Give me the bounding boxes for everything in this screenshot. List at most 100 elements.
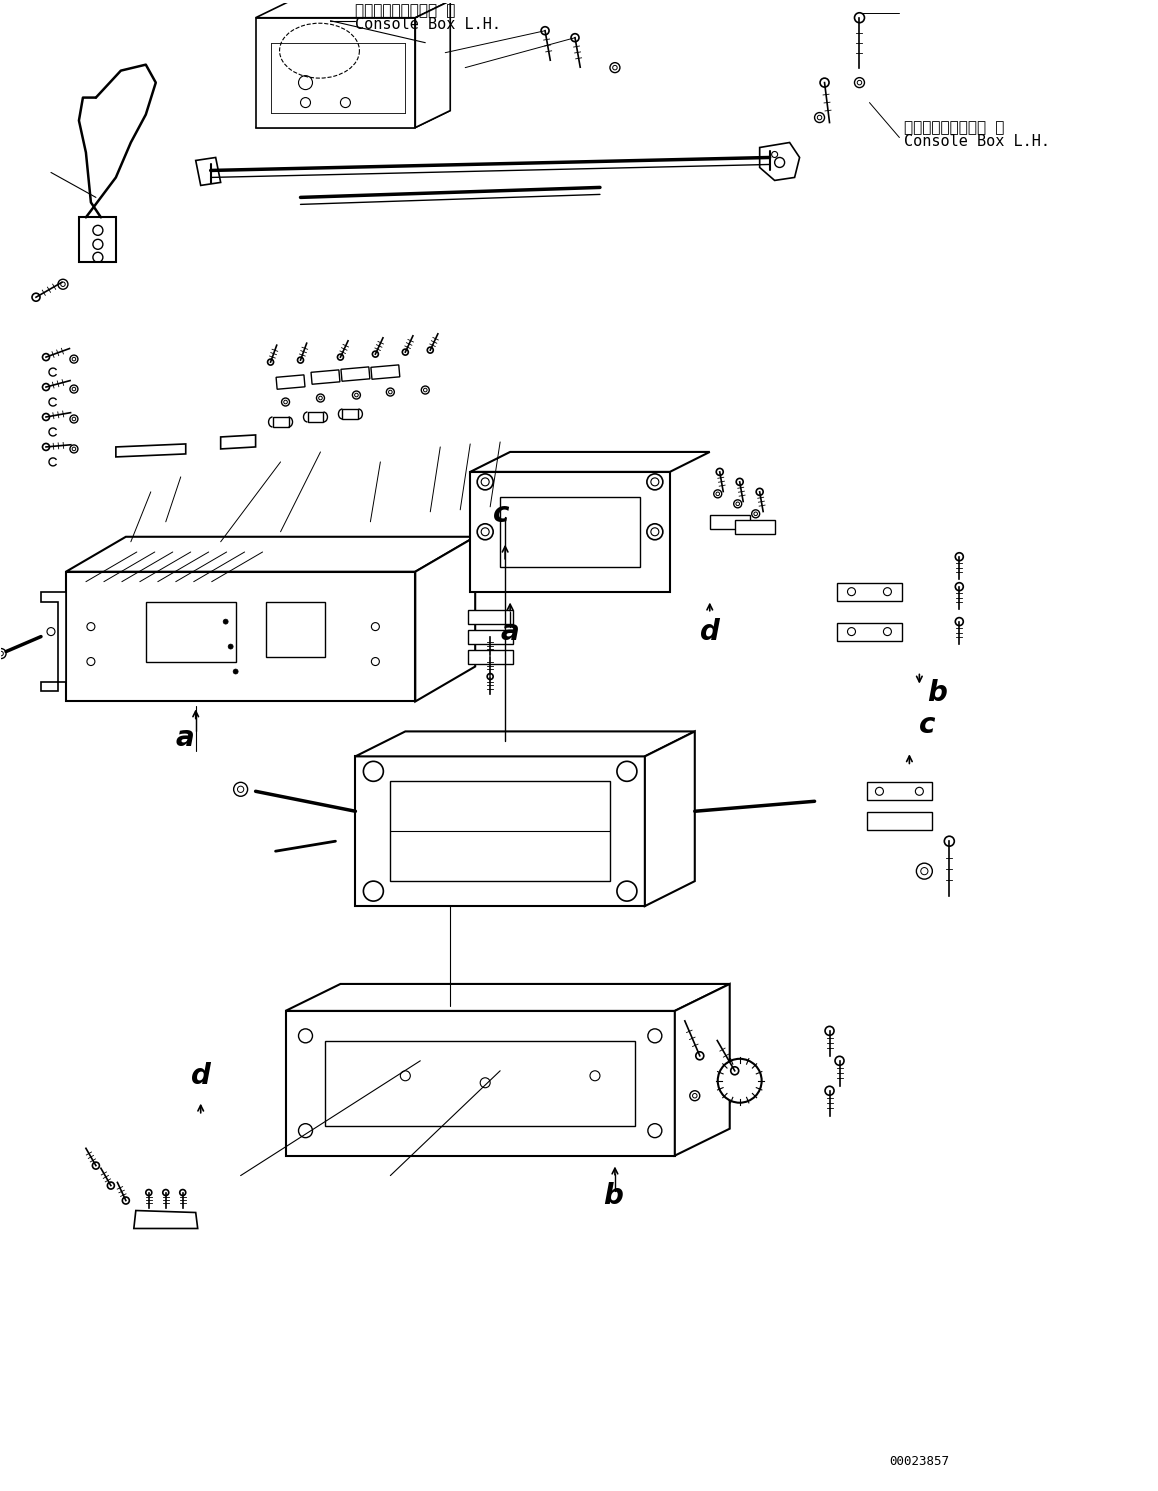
Circle shape	[488, 634, 493, 640]
Circle shape	[0, 652, 3, 656]
Circle shape	[488, 674, 493, 680]
Polygon shape	[256, 18, 416, 128]
Circle shape	[58, 279, 68, 289]
Circle shape	[316, 394, 324, 403]
Circle shape	[754, 511, 757, 516]
Circle shape	[69, 414, 78, 423]
Circle shape	[955, 617, 963, 626]
Circle shape	[43, 383, 50, 391]
Polygon shape	[837, 583, 902, 601]
Circle shape	[692, 1093, 697, 1097]
Circle shape	[43, 443, 50, 450]
Text: Console Box L.H.: Console Box L.H.	[356, 16, 501, 31]
Circle shape	[855, 13, 865, 22]
Circle shape	[824, 1026, 834, 1035]
Circle shape	[955, 583, 963, 590]
Polygon shape	[308, 412, 323, 422]
Circle shape	[482, 479, 489, 486]
Polygon shape	[340, 367, 369, 382]
Circle shape	[402, 349, 409, 355]
Bar	[500, 497, 640, 567]
Circle shape	[651, 479, 659, 486]
Circle shape	[72, 447, 75, 450]
Circle shape	[72, 358, 75, 361]
Text: b: b	[603, 1181, 623, 1209]
Circle shape	[233, 669, 239, 674]
Circle shape	[123, 1197, 130, 1205]
Circle shape	[814, 112, 824, 122]
Text: d: d	[699, 617, 719, 646]
Circle shape	[571, 34, 579, 42]
Circle shape	[651, 528, 659, 535]
Polygon shape	[272, 417, 288, 426]
Polygon shape	[468, 650, 513, 663]
Polygon shape	[867, 813, 932, 830]
Bar	[325, 1041, 635, 1126]
Polygon shape	[134, 1211, 198, 1229]
Polygon shape	[760, 143, 799, 180]
Circle shape	[820, 78, 829, 86]
Circle shape	[818, 115, 822, 119]
Polygon shape	[196, 158, 221, 185]
Circle shape	[921, 868, 928, 875]
Circle shape	[223, 619, 228, 625]
Circle shape	[690, 1091, 699, 1100]
Circle shape	[857, 81, 862, 85]
Circle shape	[734, 499, 741, 508]
Circle shape	[69, 385, 78, 394]
Circle shape	[237, 786, 244, 792]
Circle shape	[855, 78, 865, 88]
Polygon shape	[837, 623, 902, 641]
Polygon shape	[312, 370, 340, 385]
Text: Console Box L.H.: Console Box L.H.	[904, 134, 1050, 149]
Circle shape	[731, 1066, 739, 1075]
Circle shape	[482, 528, 489, 535]
Circle shape	[93, 1161, 100, 1169]
Circle shape	[354, 394, 358, 397]
Circle shape	[43, 353, 50, 361]
Polygon shape	[867, 783, 932, 801]
Polygon shape	[416, 1, 450, 128]
Text: a: a	[176, 725, 195, 753]
Circle shape	[163, 1190, 169, 1196]
Circle shape	[284, 400, 287, 404]
Polygon shape	[221, 435, 256, 449]
Circle shape	[72, 417, 75, 420]
Polygon shape	[343, 409, 359, 419]
Circle shape	[835, 1056, 844, 1065]
Text: c: c	[493, 499, 510, 528]
Circle shape	[736, 479, 743, 486]
Polygon shape	[371, 365, 400, 379]
Circle shape	[69, 355, 78, 364]
Circle shape	[541, 27, 549, 34]
Circle shape	[60, 282, 65, 286]
Polygon shape	[645, 732, 695, 907]
Polygon shape	[468, 610, 513, 623]
Polygon shape	[416, 537, 475, 701]
Polygon shape	[470, 452, 710, 471]
Circle shape	[717, 468, 724, 476]
Circle shape	[718, 1059, 762, 1103]
Circle shape	[389, 391, 393, 394]
Circle shape	[43, 413, 50, 420]
Polygon shape	[116, 444, 185, 456]
Text: コンソールボックス 左: コンソールボックス 左	[904, 121, 1005, 136]
Circle shape	[108, 1182, 115, 1188]
Circle shape	[955, 553, 963, 561]
Circle shape	[736, 502, 740, 505]
Polygon shape	[66, 537, 475, 571]
Polygon shape	[256, 1, 450, 18]
Circle shape	[944, 836, 954, 847]
Circle shape	[234, 783, 248, 796]
Circle shape	[696, 1051, 704, 1060]
Circle shape	[267, 359, 273, 365]
Circle shape	[610, 63, 620, 73]
Bar	[146, 602, 235, 662]
Polygon shape	[675, 984, 730, 1156]
Text: a: a	[500, 617, 519, 646]
Circle shape	[32, 294, 41, 301]
Circle shape	[337, 353, 344, 361]
Circle shape	[756, 489, 763, 495]
Polygon shape	[468, 629, 513, 644]
Circle shape	[422, 386, 430, 394]
